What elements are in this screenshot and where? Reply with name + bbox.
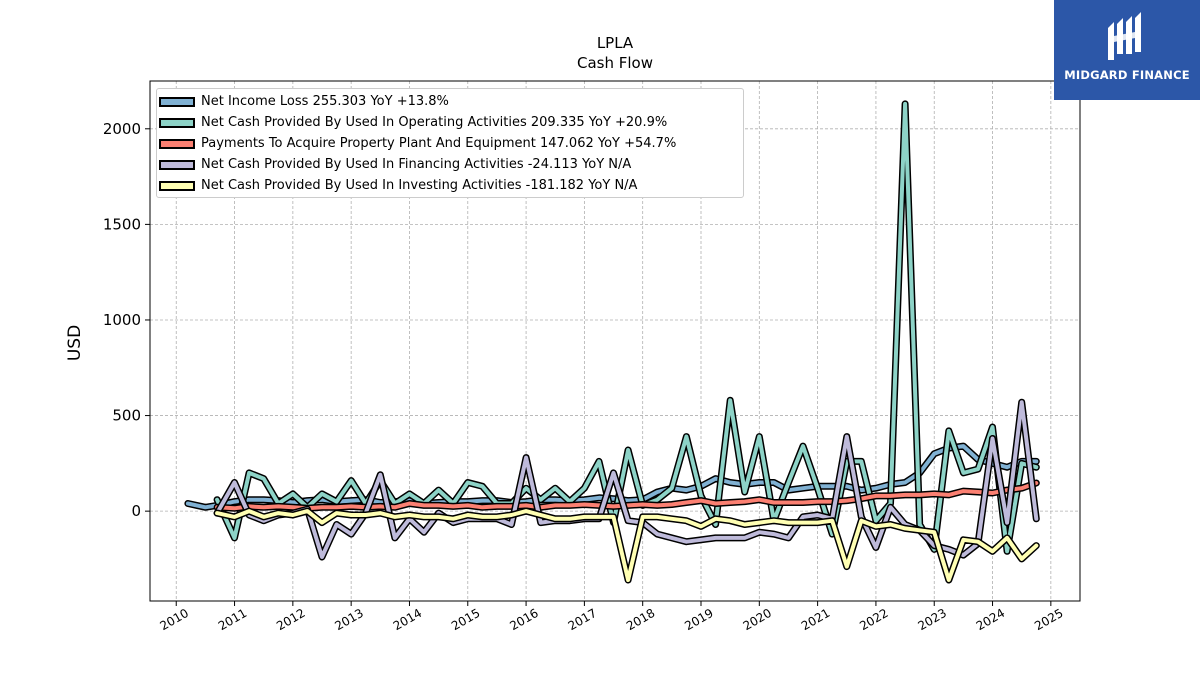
brand-name: MIDGARD FINANCE [1064,68,1190,82]
legend-entry: Net Cash Provided By Used In Financing A… [159,154,743,175]
legend-swatch [159,96,195,107]
x-tick-label: 2025 [1032,606,1065,633]
legend-swatch [159,138,195,149]
x-tick-label: 2016 [507,606,540,633]
y-axis-label: USD [65,325,85,361]
x-tick-label: 2024 [974,606,1007,633]
x-tick-label: 2013 [332,606,365,633]
series-line-3 [215,400,1039,559]
legend-entry: Net Income Loss 255.303 YoY +13.8% [159,91,743,112]
legend-entry: Net Cash Provided By Used In Operating A… [159,112,743,133]
legend-label: Net Cash Provided By Used In Operating A… [201,115,668,130]
y-tick-label: 2000 [103,120,141,138]
y-tick-label: 500 [112,407,141,425]
legend-label: Payments To Acquire Property Plant And E… [201,136,677,151]
legend-swatch [159,159,195,170]
chart-legend: Net Income Loss 255.303 YoY +13.8% Net C… [156,88,744,198]
plot-frame [149,80,1081,602]
y-tick-label: 1000 [103,311,141,329]
legend-label: Net Cash Provided By Used In Investing A… [201,178,638,193]
series-line-4 [215,509,1039,582]
series-line-2 [215,481,1039,511]
legend-swatch [159,117,195,128]
legend-label: Net Income Loss 255.303 YoY +13.8% [201,94,449,109]
x-tick-label: 2023 [916,606,949,633]
x-tick-label: 2011 [216,606,249,633]
y-tick-label: 1500 [103,215,141,233]
x-tick-label: 2021 [799,606,832,633]
x-tick-label: 2022 [857,606,890,633]
legend-swatch [159,180,195,191]
series-layer [184,100,1040,584]
brand-logo: MIDGARD FINANCE [1054,0,1200,100]
x-tick-label: 2017 [566,606,599,633]
y-tick-label: 0 [131,502,141,520]
logo-mark-icon [1108,12,1141,60]
legend-label: Net Cash Provided By Used In Financing A… [201,157,632,172]
legend-entry: Payments To Acquire Property Plant And E… [159,133,743,154]
x-tick-label: 2019 [682,606,715,633]
x-tick-label: 2010 [158,606,191,633]
x-tick-label: 2015 [449,606,482,633]
series-line-1 [215,101,1039,554]
legend-entry: Net Cash Provided By Used In Investing A… [159,175,743,196]
x-tick-label: 2018 [624,606,657,633]
x-tick-label: 2014 [391,606,424,633]
x-tick-label: 2020 [741,606,774,633]
x-tick-label: 2012 [274,606,307,633]
chart-title: LPLA [597,34,634,52]
chart-subtitle: Cash Flow [577,54,653,72]
